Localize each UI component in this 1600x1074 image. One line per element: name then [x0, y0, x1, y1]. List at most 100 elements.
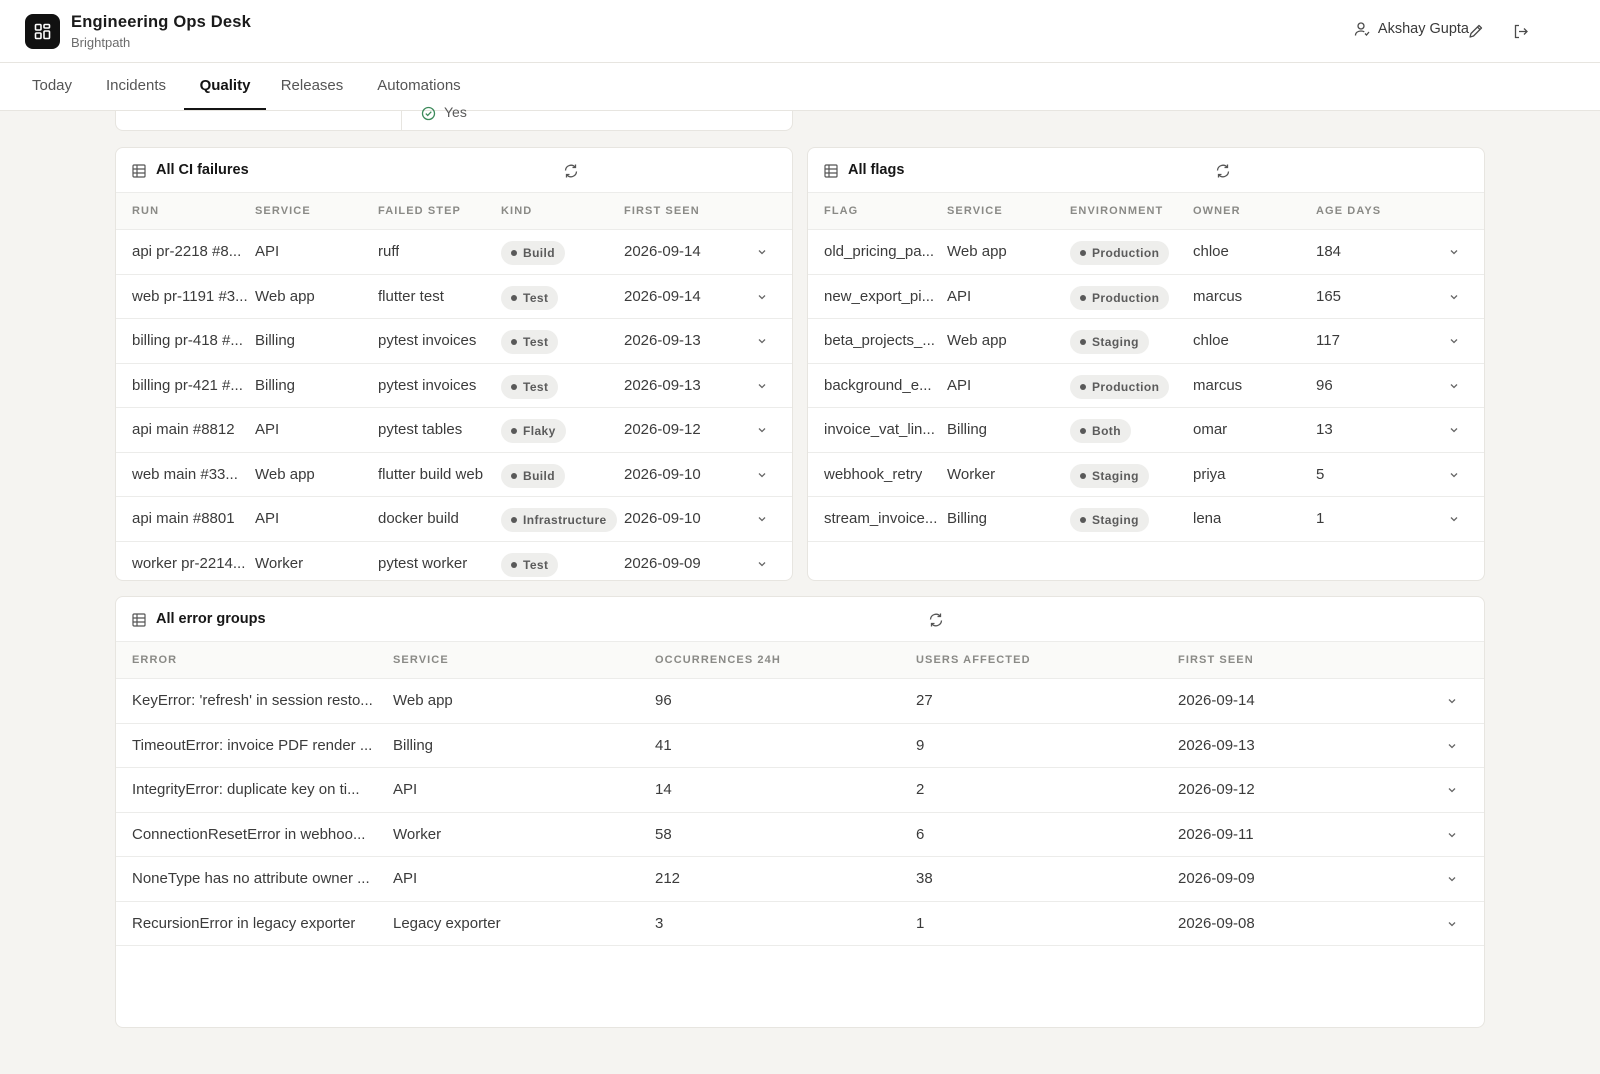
table-row[interactable]: webhook_retry Worker Staging priya 5 [808, 453, 1484, 497]
column-header-service[interactable]: SERVICE [393, 654, 449, 666]
occurrences-cell: 212 [655, 870, 681, 887]
column-header-run[interactable]: RUN [132, 205, 160, 217]
chevron-down-icon[interactable] [756, 246, 768, 258]
table-row[interactable]: api main #8812 API pytest tables Flaky 2026-… [116, 408, 792, 453]
table-icon [132, 613, 146, 627]
run-cell: worker pr-2214... [132, 554, 246, 572]
column-header-first-seen[interactable]: FIRST SEEN [1178, 654, 1254, 666]
edit-button[interactable] [1465, 21, 1485, 41]
service-cell: Billing [255, 376, 296, 394]
app-logo[interactable] [25, 14, 60, 49]
column-header-age-days[interactable]: AGE DAYS [1316, 205, 1382, 217]
table-icon [824, 164, 838, 178]
chevron-down-icon[interactable] [756, 335, 768, 347]
error-cell: ConnectionResetError in webhoo... [132, 825, 366, 843]
chevron-down-icon[interactable] [1446, 784, 1458, 796]
chevron-down-icon[interactable] [1448, 335, 1460, 347]
table-row[interactable]: billing pr-421 #... Billing pytest invoice… [116, 364, 792, 408]
chevron-down-icon[interactable] [756, 380, 768, 392]
age-days-cell: 165 [1316, 287, 1342, 305]
first-seen-cell: 2026-09-09 [1178, 870, 1255, 887]
owner-cell: chloe [1193, 332, 1229, 349]
table-row[interactable]: beta_projects_... Web app Staging chloe 117 [808, 319, 1484, 364]
column-header-first-seen[interactable]: FIRST SEEN [624, 205, 700, 217]
refresh-icon[interactable] [927, 611, 945, 629]
chevron-down-icon[interactable] [1448, 246, 1460, 258]
tab-incidents[interactable]: Incidents [105, 77, 167, 94]
column-header-environment[interactable]: ENVIRONMENT [1070, 205, 1164, 217]
chevron-down-icon[interactable] [756, 291, 768, 303]
chevron-down-icon[interactable] [1448, 424, 1460, 436]
table-row[interactable]: web main #33... Web app flutter build web B… [116, 453, 792, 497]
chevron-down-icon[interactable] [1448, 380, 1460, 392]
table-row[interactable]: IntegrityError: duplicate key on ti... AP… [116, 768, 1484, 813]
table-row[interactable]: stream_invoice... Billing Staging lena 1 [808, 497, 1484, 542]
occurrences-cell: 41 [655, 736, 672, 754]
occurrences-cell: 3 [655, 914, 664, 932]
logout-button[interactable] [1510, 21, 1530, 41]
flag-cell: beta_projects_... [824, 332, 935, 349]
table-row[interactable]: old_pricing_pa... Web app Production chloe 1… [808, 230, 1484, 275]
table-row[interactable]: invoice_vat_lin... Billing Both omar 13 [808, 408, 1484, 453]
flag-cell: webhook_retry [824, 465, 923, 483]
tab-today[interactable]: Today [31, 77, 73, 94]
chevron-down-icon[interactable] [1446, 695, 1458, 707]
column-header-error[interactable]: ERROR [132, 654, 178, 666]
error-cell: IntegrityError: duplicate key on ti... [132, 781, 360, 798]
first-seen-cell: 2026-09-08 [1178, 914, 1255, 932]
panel-header: All flags [808, 148, 1484, 193]
chevron-down-icon[interactable] [1446, 918, 1458, 930]
users-affected-cell: 6 [916, 825, 925, 843]
table-row[interactable]: NoneType has no attribute owner ... API 21… [116, 857, 1484, 902]
service-cell: Billing [255, 332, 296, 349]
chevron-down-icon[interactable] [1446, 740, 1458, 752]
service-cell: Web app [255, 287, 315, 305]
failed-step-cell: pytest invoices [378, 376, 477, 394]
chevron-down-icon[interactable] [756, 558, 768, 570]
table-row[interactable]: new_export_pi... API Production marcus 165 [808, 275, 1484, 319]
run-cell: api main #8812 [132, 421, 235, 438]
chevron-down-icon[interactable] [1448, 469, 1460, 481]
age-days-cell: 5 [1316, 465, 1325, 483]
table-row[interactable]: web pr-1191 #3... Web app flutter test Test… [116, 275, 792, 319]
column-header-owner[interactable]: OWNER [1193, 205, 1241, 217]
chevron-down-icon[interactable] [1448, 291, 1460, 303]
occurrences-cell: 58 [655, 825, 672, 843]
tab-automations[interactable]: Automations [377, 77, 461, 94]
tab-quality[interactable]: Quality [184, 63, 266, 110]
refresh-icon[interactable] [562, 162, 580, 180]
chevron-down-icon[interactable] [1446, 829, 1458, 841]
service-cell: Worker [947, 465, 996, 483]
column-header-users-affected[interactable]: USERS AFFECTED [916, 654, 1031, 666]
error-cell: TimeoutError: invoice PDF render ... [132, 736, 373, 754]
chevron-down-icon[interactable] [756, 424, 768, 436]
error-cell: KeyError: 'refresh' in session resto... [132, 692, 373, 709]
refresh-icon[interactable] [1214, 162, 1232, 180]
table-row[interactable]: KeyError: 'refresh' in session resto... W… [116, 679, 1484, 724]
table-row[interactable]: ConnectionResetError in webhoo... Worker 5… [116, 813, 1484, 857]
column-header-service[interactable]: SERVICE [947, 205, 1003, 217]
chevron-down-icon[interactable] [1446, 873, 1458, 885]
table-row[interactable]: RecursionError in legacy exporter Legacy … [116, 902, 1484, 946]
failed-step-cell: docker build [378, 510, 459, 527]
column-header-kind[interactable]: KIND [501, 205, 533, 217]
kind-badge: Test [501, 552, 559, 577]
table-row[interactable]: background_e... API Production marcus 96 [808, 364, 1484, 408]
table-row[interactable]: worker pr-2214... Worker pytest worker Test… [116, 542, 792, 581]
chevron-down-icon[interactable] [756, 513, 768, 525]
table-row[interactable]: TimeoutError: invoice PDF render ... Bill… [116, 724, 1484, 768]
column-header-failed-step[interactable]: FAILED STEP [378, 205, 461, 217]
column-header-service[interactable]: SERVICE [255, 205, 311, 217]
chevron-down-icon[interactable] [1448, 513, 1460, 525]
column-header-occurrences[interactable]: OCCURRENCES 24H [655, 654, 781, 666]
flag-cell: stream_invoice... [824, 510, 938, 527]
user-menu[interactable]: Akshay Gupta [1354, 21, 1469, 37]
first-seen-cell: 2026-09-14 [1178, 692, 1255, 709]
table-row[interactable]: billing pr-418 #... Billing pytest invoice… [116, 319, 792, 364]
tab-releases[interactable]: Releases [280, 77, 344, 94]
column-header-flag[interactable]: FLAG [824, 205, 859, 217]
table-row[interactable]: api pr-2218 #8... API ruff Build 2026-09-14 [116, 230, 792, 275]
chevron-down-icon[interactable] [756, 469, 768, 481]
table-row[interactable]: api main #8801 API docker build Infrastruct… [116, 497, 792, 542]
run-cell: web pr-1191 #3... [132, 287, 248, 305]
